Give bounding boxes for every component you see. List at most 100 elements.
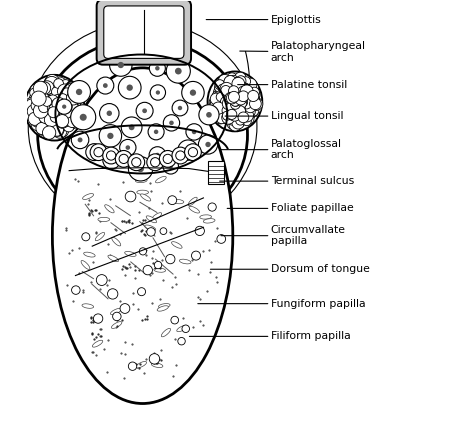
Circle shape xyxy=(224,82,236,93)
Circle shape xyxy=(237,97,246,107)
FancyBboxPatch shape xyxy=(104,6,184,59)
Circle shape xyxy=(231,91,241,101)
Circle shape xyxy=(46,94,59,107)
Circle shape xyxy=(248,97,256,106)
Circle shape xyxy=(71,131,89,149)
Circle shape xyxy=(55,99,66,111)
Circle shape xyxy=(230,94,239,103)
Circle shape xyxy=(27,105,40,117)
Circle shape xyxy=(240,97,253,110)
Circle shape xyxy=(227,102,235,111)
Circle shape xyxy=(155,153,160,157)
Circle shape xyxy=(231,101,243,113)
Circle shape xyxy=(228,100,237,109)
Circle shape xyxy=(216,93,225,101)
Circle shape xyxy=(245,113,254,121)
Circle shape xyxy=(120,304,130,313)
Circle shape xyxy=(222,111,235,124)
Ellipse shape xyxy=(82,304,94,308)
Circle shape xyxy=(49,104,60,115)
Circle shape xyxy=(218,75,231,88)
Circle shape xyxy=(241,86,251,96)
Circle shape xyxy=(56,115,69,128)
Circle shape xyxy=(129,125,135,130)
Circle shape xyxy=(68,80,91,103)
Circle shape xyxy=(34,90,46,103)
Circle shape xyxy=(70,104,81,115)
Circle shape xyxy=(68,113,83,128)
Circle shape xyxy=(50,114,63,127)
Circle shape xyxy=(228,113,239,124)
Circle shape xyxy=(64,83,79,98)
Circle shape xyxy=(44,80,55,92)
Circle shape xyxy=(232,112,242,123)
Circle shape xyxy=(241,103,251,114)
Circle shape xyxy=(233,93,242,103)
Circle shape xyxy=(42,105,51,115)
Circle shape xyxy=(227,93,238,104)
Circle shape xyxy=(25,97,39,112)
Circle shape xyxy=(219,83,232,96)
Circle shape xyxy=(29,92,44,107)
Circle shape xyxy=(228,86,239,96)
Circle shape xyxy=(52,97,65,111)
Circle shape xyxy=(216,103,224,112)
Circle shape xyxy=(72,99,84,112)
Circle shape xyxy=(215,89,227,101)
Circle shape xyxy=(56,115,66,125)
Circle shape xyxy=(36,118,51,132)
Circle shape xyxy=(246,103,259,117)
Circle shape xyxy=(231,101,242,113)
Circle shape xyxy=(46,96,56,106)
Circle shape xyxy=(228,95,241,107)
Circle shape xyxy=(229,75,238,85)
Circle shape xyxy=(49,102,61,114)
Circle shape xyxy=(238,95,250,106)
Circle shape xyxy=(55,107,68,120)
Circle shape xyxy=(58,96,72,109)
Ellipse shape xyxy=(81,261,90,269)
Circle shape xyxy=(234,100,243,109)
Circle shape xyxy=(59,80,72,93)
Circle shape xyxy=(227,73,237,84)
Circle shape xyxy=(165,254,175,264)
Circle shape xyxy=(52,102,64,114)
Circle shape xyxy=(182,325,190,333)
Circle shape xyxy=(67,106,76,114)
Circle shape xyxy=(233,97,246,109)
Circle shape xyxy=(210,98,221,108)
Circle shape xyxy=(230,97,240,106)
Circle shape xyxy=(46,84,57,94)
Circle shape xyxy=(121,117,142,138)
Circle shape xyxy=(229,106,243,119)
Circle shape xyxy=(212,102,225,114)
Circle shape xyxy=(149,60,165,76)
Circle shape xyxy=(245,88,256,99)
Circle shape xyxy=(229,96,241,108)
Circle shape xyxy=(221,85,231,96)
Circle shape xyxy=(59,105,73,119)
Circle shape xyxy=(35,112,45,122)
Circle shape xyxy=(229,89,242,101)
Circle shape xyxy=(55,99,66,109)
Circle shape xyxy=(47,115,57,125)
Circle shape xyxy=(231,97,241,107)
Circle shape xyxy=(58,110,70,123)
Circle shape xyxy=(236,76,246,86)
Circle shape xyxy=(76,89,82,95)
Circle shape xyxy=(225,91,236,102)
Circle shape xyxy=(217,109,228,120)
Text: Circumvallate
papilla: Circumvallate papilla xyxy=(221,225,346,246)
Circle shape xyxy=(65,118,75,128)
Circle shape xyxy=(36,85,47,96)
Circle shape xyxy=(125,191,136,202)
Circle shape xyxy=(38,82,51,94)
Circle shape xyxy=(233,94,245,106)
Circle shape xyxy=(42,101,57,116)
Text: Filiform papilla: Filiform papilla xyxy=(190,331,350,341)
Circle shape xyxy=(241,77,251,86)
Circle shape xyxy=(222,111,231,120)
Circle shape xyxy=(209,96,223,109)
Text: Palatoglossal
arch: Palatoglossal arch xyxy=(221,139,342,160)
Ellipse shape xyxy=(179,259,191,264)
